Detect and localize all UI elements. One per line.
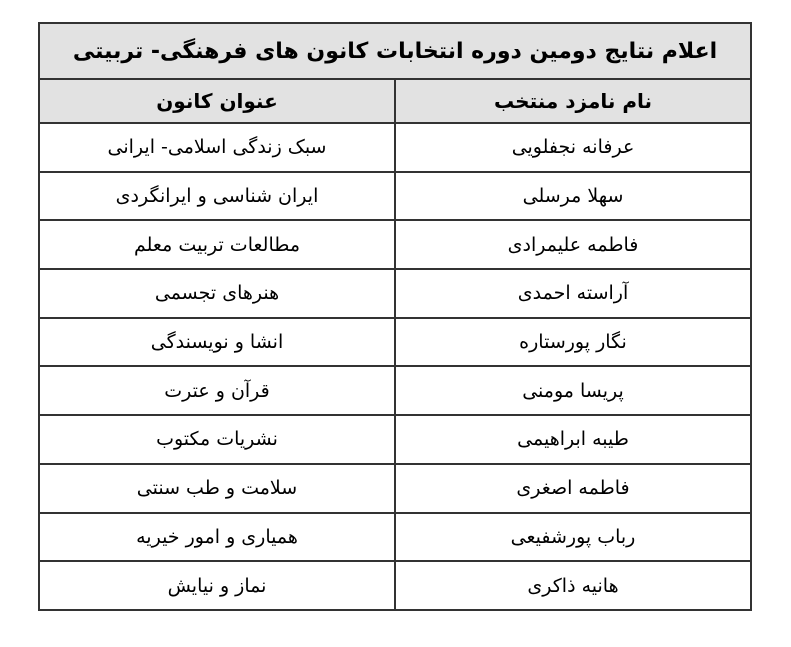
center-title-cell: سلامت و طب سنتی bbox=[38, 462, 396, 514]
center-title-cell: انشا و نویسندگی bbox=[38, 316, 396, 368]
center-title-cell: نشریات مکتوب bbox=[38, 414, 396, 465]
center-title-cell: قرآن و عترت bbox=[38, 365, 396, 417]
column-header-candidate: نام نامزد منتخب bbox=[394, 78, 752, 124]
table-row: فاطمه اصغری سلامت و طب سنتی bbox=[38, 462, 752, 514]
center-title-cell: مطالعات تربیت معلم bbox=[38, 219, 396, 271]
table-row: فاطمه علیمرادی مطالعات تربیت معلم bbox=[38, 219, 752, 271]
candidate-name-cell: عرفانه نجفلویی bbox=[394, 122, 752, 173]
center-title-cell: همیاری و امور خیریه bbox=[38, 511, 396, 563]
table-title-row: اعلام نتایج دومین دوره انتخابات کانون ها… bbox=[38, 22, 752, 80]
candidate-name-cell: طیبه ابراهیمی bbox=[394, 414, 752, 465]
table-row: عرفانه نجفلویی سبک زندگی اسلامی- ایرانی bbox=[38, 122, 752, 173]
table-row: سهلا مرسلی ایران شناسی و ایرانگردی bbox=[38, 170, 752, 222]
candidate-name-cell: سهلا مرسلی bbox=[394, 170, 752, 222]
center-title-cell: سبک زندگی اسلامی- ایرانی bbox=[38, 122, 396, 173]
center-title-cell: هنرهای تجسمی bbox=[38, 268, 396, 319]
table-row: هانیه ذاکری نماز و نیایش bbox=[38, 560, 752, 611]
table-row: آراسته احمدی هنرهای تجسمی bbox=[38, 268, 752, 319]
candidate-name-cell: پریسا مومنی bbox=[394, 365, 752, 417]
candidate-name-cell: رباب پورشفیعی bbox=[394, 511, 752, 563]
center-title-cell: ایران شناسی و ایرانگردی bbox=[38, 170, 396, 222]
candidate-name-cell: نگار پورستاره bbox=[394, 316, 752, 368]
table-row: طیبه ابراهیمی نشریات مکتوب bbox=[38, 414, 752, 465]
table-row: رباب پورشفیعی همیاری و امور خیریه bbox=[38, 511, 752, 563]
table-header-row: نام نامزد منتخب عنوان کانون bbox=[38, 78, 752, 124]
candidate-name-cell: هانیه ذاکری bbox=[394, 560, 752, 611]
table-row: پریسا مومنی قرآن و عترت bbox=[38, 365, 752, 417]
table-title: اعلام نتایج دومین دوره انتخابات کانون ها… bbox=[38, 22, 752, 80]
table-row: نگار پورستاره انشا و نویسندگی bbox=[38, 316, 752, 368]
column-header-center: عنوان کانون bbox=[38, 78, 396, 124]
table-body: عرفانه نجفلویی سبک زندگی اسلامی- ایرانی سه… bbox=[38, 122, 752, 611]
election-results-table: اعلام نتایج دومین دوره انتخابات کانون ها… bbox=[38, 22, 752, 611]
candidate-name-cell: فاطمه علیمرادی bbox=[394, 219, 752, 271]
table-head: اعلام نتایج دومین دوره انتخابات کانون ها… bbox=[38, 22, 752, 124]
center-title-cell: نماز و نیایش bbox=[38, 560, 396, 611]
candidate-name-cell: آراسته احمدی bbox=[394, 268, 752, 319]
candidate-name-cell: فاطمه اصغری bbox=[394, 462, 752, 514]
